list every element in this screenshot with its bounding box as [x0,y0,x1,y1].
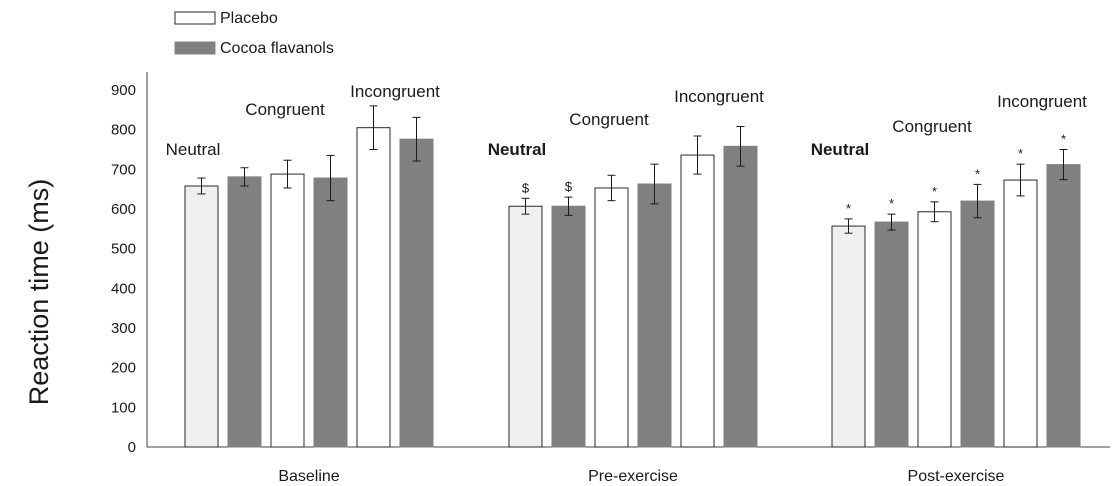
bar-placebo-incongruent-post-exercise [1003,179,1038,448]
condition-label-neutral: Neutral [166,140,221,159]
x-category-label: Pre-exercise [588,468,678,485]
significance-mark: * [1061,132,1066,147]
significance-mark: $ [522,180,530,195]
bar-cocoa-incongruent-post-exercise [1046,164,1081,448]
bar-cocoa-incongruent-baseline [399,138,434,448]
x-category-label: Post-exercise [908,468,1005,485]
condition-label-incongruent: Incongruent [674,87,764,106]
bar-placebo-congruent-pre-exercise [594,187,629,448]
bar-cocoa-neutral-pre-exercise [551,205,586,448]
significance-mark: * [846,201,851,216]
condition-label-congruent: Congruent [892,117,972,136]
bar-placebo-incongruent-pre-exercise [680,154,715,448]
significance-marks: $ $ * * * * * * [522,132,1066,216]
significance-mark: $ [565,179,573,194]
y-tick-label: 200 [111,360,136,377]
condition-label-neutral: Neutral [811,140,870,159]
bar-placebo-incongruent-baseline [356,127,391,448]
significance-mark: * [1018,146,1023,161]
y-tick-label: 600 [111,201,136,218]
y-axis-label: Reaction time (ms) [24,179,54,406]
y-tick-label: 900 [111,82,136,99]
y-tick-label: 400 [111,280,136,297]
y-tick-label: 800 [111,122,136,139]
y-tick-label: 700 [111,161,136,178]
bar-cocoa-congruent-post-exercise [960,200,995,448]
significance-mark: * [889,196,894,211]
bar-cocoa-incongruent-pre-exercise [723,145,758,448]
bar-cocoa-neutral-post-exercise [874,221,909,448]
y-tick-label: 100 [111,399,136,416]
condition-label-incongruent: Incongruent [997,92,1087,111]
condition-label-congruent: Congruent [245,100,325,119]
significance-mark: * [975,166,980,181]
bar-placebo-congruent-post-exercise [917,211,952,448]
legend-label-placebo: Placebo [220,10,278,27]
y-tick-label: 0 [128,439,136,456]
significance-mark: * [932,184,937,199]
condition-labels: Neutral Congruent Incongruent Neutral Congru… [166,82,1088,159]
legend-label-cocoa-flavanols: Cocoa flavanols [220,40,334,57]
legend: Placebo Cocoa flavanols [174,10,334,57]
x-category-label: Baseline [278,468,339,485]
bar-placebo-neutral-pre-exercise [508,205,543,448]
bar-placebo-neutral-post-exercise [831,225,866,448]
legend-swatch-placebo [174,11,216,25]
bar-placebo-neutral-baseline [184,185,219,448]
y-tick-label: 300 [111,320,136,337]
bar-cocoa-congruent-baseline [313,177,348,448]
condition-label-incongruent: Incongruent [350,82,440,101]
bar-cocoa-congruent-pre-exercise [637,183,672,448]
bar-placebo-congruent-baseline [270,173,305,448]
x-category-labels: Baseline Pre-exercise Post-exercise [278,468,1004,485]
y-tick-label: 500 [111,241,136,258]
bars [184,127,1081,448]
bar-cocoa-neutral-baseline [227,176,262,448]
error-bars [197,105,1068,234]
legend-swatch-cocoa-flavanols [174,41,216,55]
condition-label-congruent: Congruent [569,110,649,129]
y-tick-labels: 0 100 200 300 400 500 600 700 800 900 [111,82,136,456]
condition-label-neutral: Neutral [488,140,547,159]
